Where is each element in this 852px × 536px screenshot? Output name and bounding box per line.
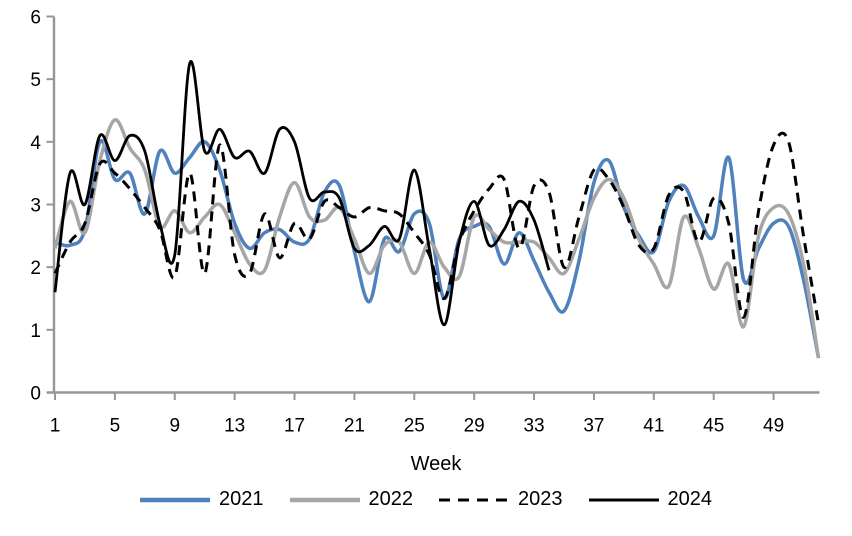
legend-label: 2022 (368, 488, 414, 510)
y-tick-label: 5 (30, 70, 41, 91)
legend-item-2023: 2023 (439, 488, 563, 511)
legend-item-2021: 2021 (140, 488, 264, 511)
x-tick-label: 29 (464, 416, 485, 437)
x-axis-title: Week (410, 453, 462, 475)
legend-item-2022: 2022 (289, 488, 414, 511)
legend-swatch-solid-line (588, 498, 659, 501)
legend: 2021 2022 2023 2024 (0, 488, 852, 511)
legend-label: 2023 (518, 488, 563, 510)
x-tick-label: 49 (763, 416, 784, 437)
x-tick-label: 17 (284, 416, 305, 437)
x-tick-label: 1 (50, 416, 61, 437)
x-tick-label: 45 (703, 416, 724, 437)
series-line-2024 (53, 60, 551, 327)
x-tick-label: 5 (110, 416, 121, 437)
x-tick-label: 13 (224, 416, 245, 437)
legend-item-2024: 2024 (588, 488, 713, 511)
legend-swatch-solid-line (140, 497, 210, 502)
legend-swatch-solid-line (289, 497, 360, 502)
series-line-2022 (53, 118, 821, 359)
x-tick-label: 21 (344, 416, 365, 437)
x-tick-label: 25 (404, 416, 425, 437)
x-tick-label: 41 (643, 416, 664, 437)
legend-label: 2021 (219, 488, 264, 510)
y-tick-label: 0 (30, 384, 41, 405)
x-tick-label: 33 (523, 416, 544, 437)
x-tick-label: 9 (169, 416, 180, 437)
y-tick-label: 6 (30, 8, 41, 29)
legend-swatch-dashed-line (439, 498, 509, 501)
legend-label: 2024 (667, 488, 713, 510)
y-tick-label: 4 (30, 133, 41, 154)
y-tick-label: 1 (30, 321, 41, 342)
y-tick-label: 2 (30, 258, 41, 279)
y-tick-label: 3 (30, 196, 41, 217)
x-tick-label: 37 (583, 416, 604, 437)
